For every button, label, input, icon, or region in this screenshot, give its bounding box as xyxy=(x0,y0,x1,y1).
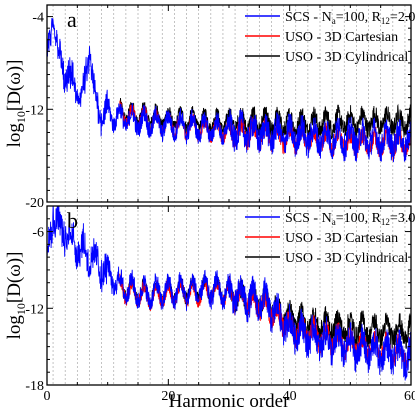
y-tick-label: -6 xyxy=(32,226,44,241)
series-line-scs xyxy=(47,206,411,381)
series-line-scs xyxy=(47,17,411,163)
y-tick-label: -12 xyxy=(25,302,44,317)
y-tick-label: -18 xyxy=(25,379,44,394)
legend-entry: USO - 3D Cylindrical xyxy=(285,50,408,65)
legend-entry: USO - 3D Cylindrical xyxy=(285,251,408,266)
legend-entry: SCS - Na=100, R12=2.0 a.u. xyxy=(285,10,415,26)
x-tick-label: 20 xyxy=(161,389,175,404)
x-axis-label: Harmonic order xyxy=(169,391,290,411)
panel-label: b xyxy=(67,208,78,233)
panel-a: -4 -12 -20 log10[D(ω)] a SCS - Na=100, R12=2.… xyxy=(4,4,415,211)
x-tick-label: 60 xyxy=(404,389,415,404)
legend-entry: USO - 3D Cartesian xyxy=(285,231,398,246)
y-tick-label: -20 xyxy=(25,196,44,211)
x-tick-label: 0 xyxy=(44,389,51,404)
y-tick-label: -12 xyxy=(25,103,44,118)
legend-entry: SCS - Na=100, R12=3.0 a.u. xyxy=(285,211,415,227)
x-tick-label: 40 xyxy=(283,389,297,404)
legend-entry: USO - 3D Cartesian xyxy=(285,30,398,45)
y-axis-label: log10[D(ω)] xyxy=(4,252,28,340)
y-tick-label: -4 xyxy=(32,11,44,26)
panel-label: a xyxy=(67,7,77,32)
series-line-uso-cylindrical xyxy=(119,97,411,141)
panel-b: -6 -12 -180 20 40 60 Harmonic order log10[D(ω)]… xyxy=(4,205,415,411)
y-axis-label: log10[D(ω)] xyxy=(4,60,28,148)
